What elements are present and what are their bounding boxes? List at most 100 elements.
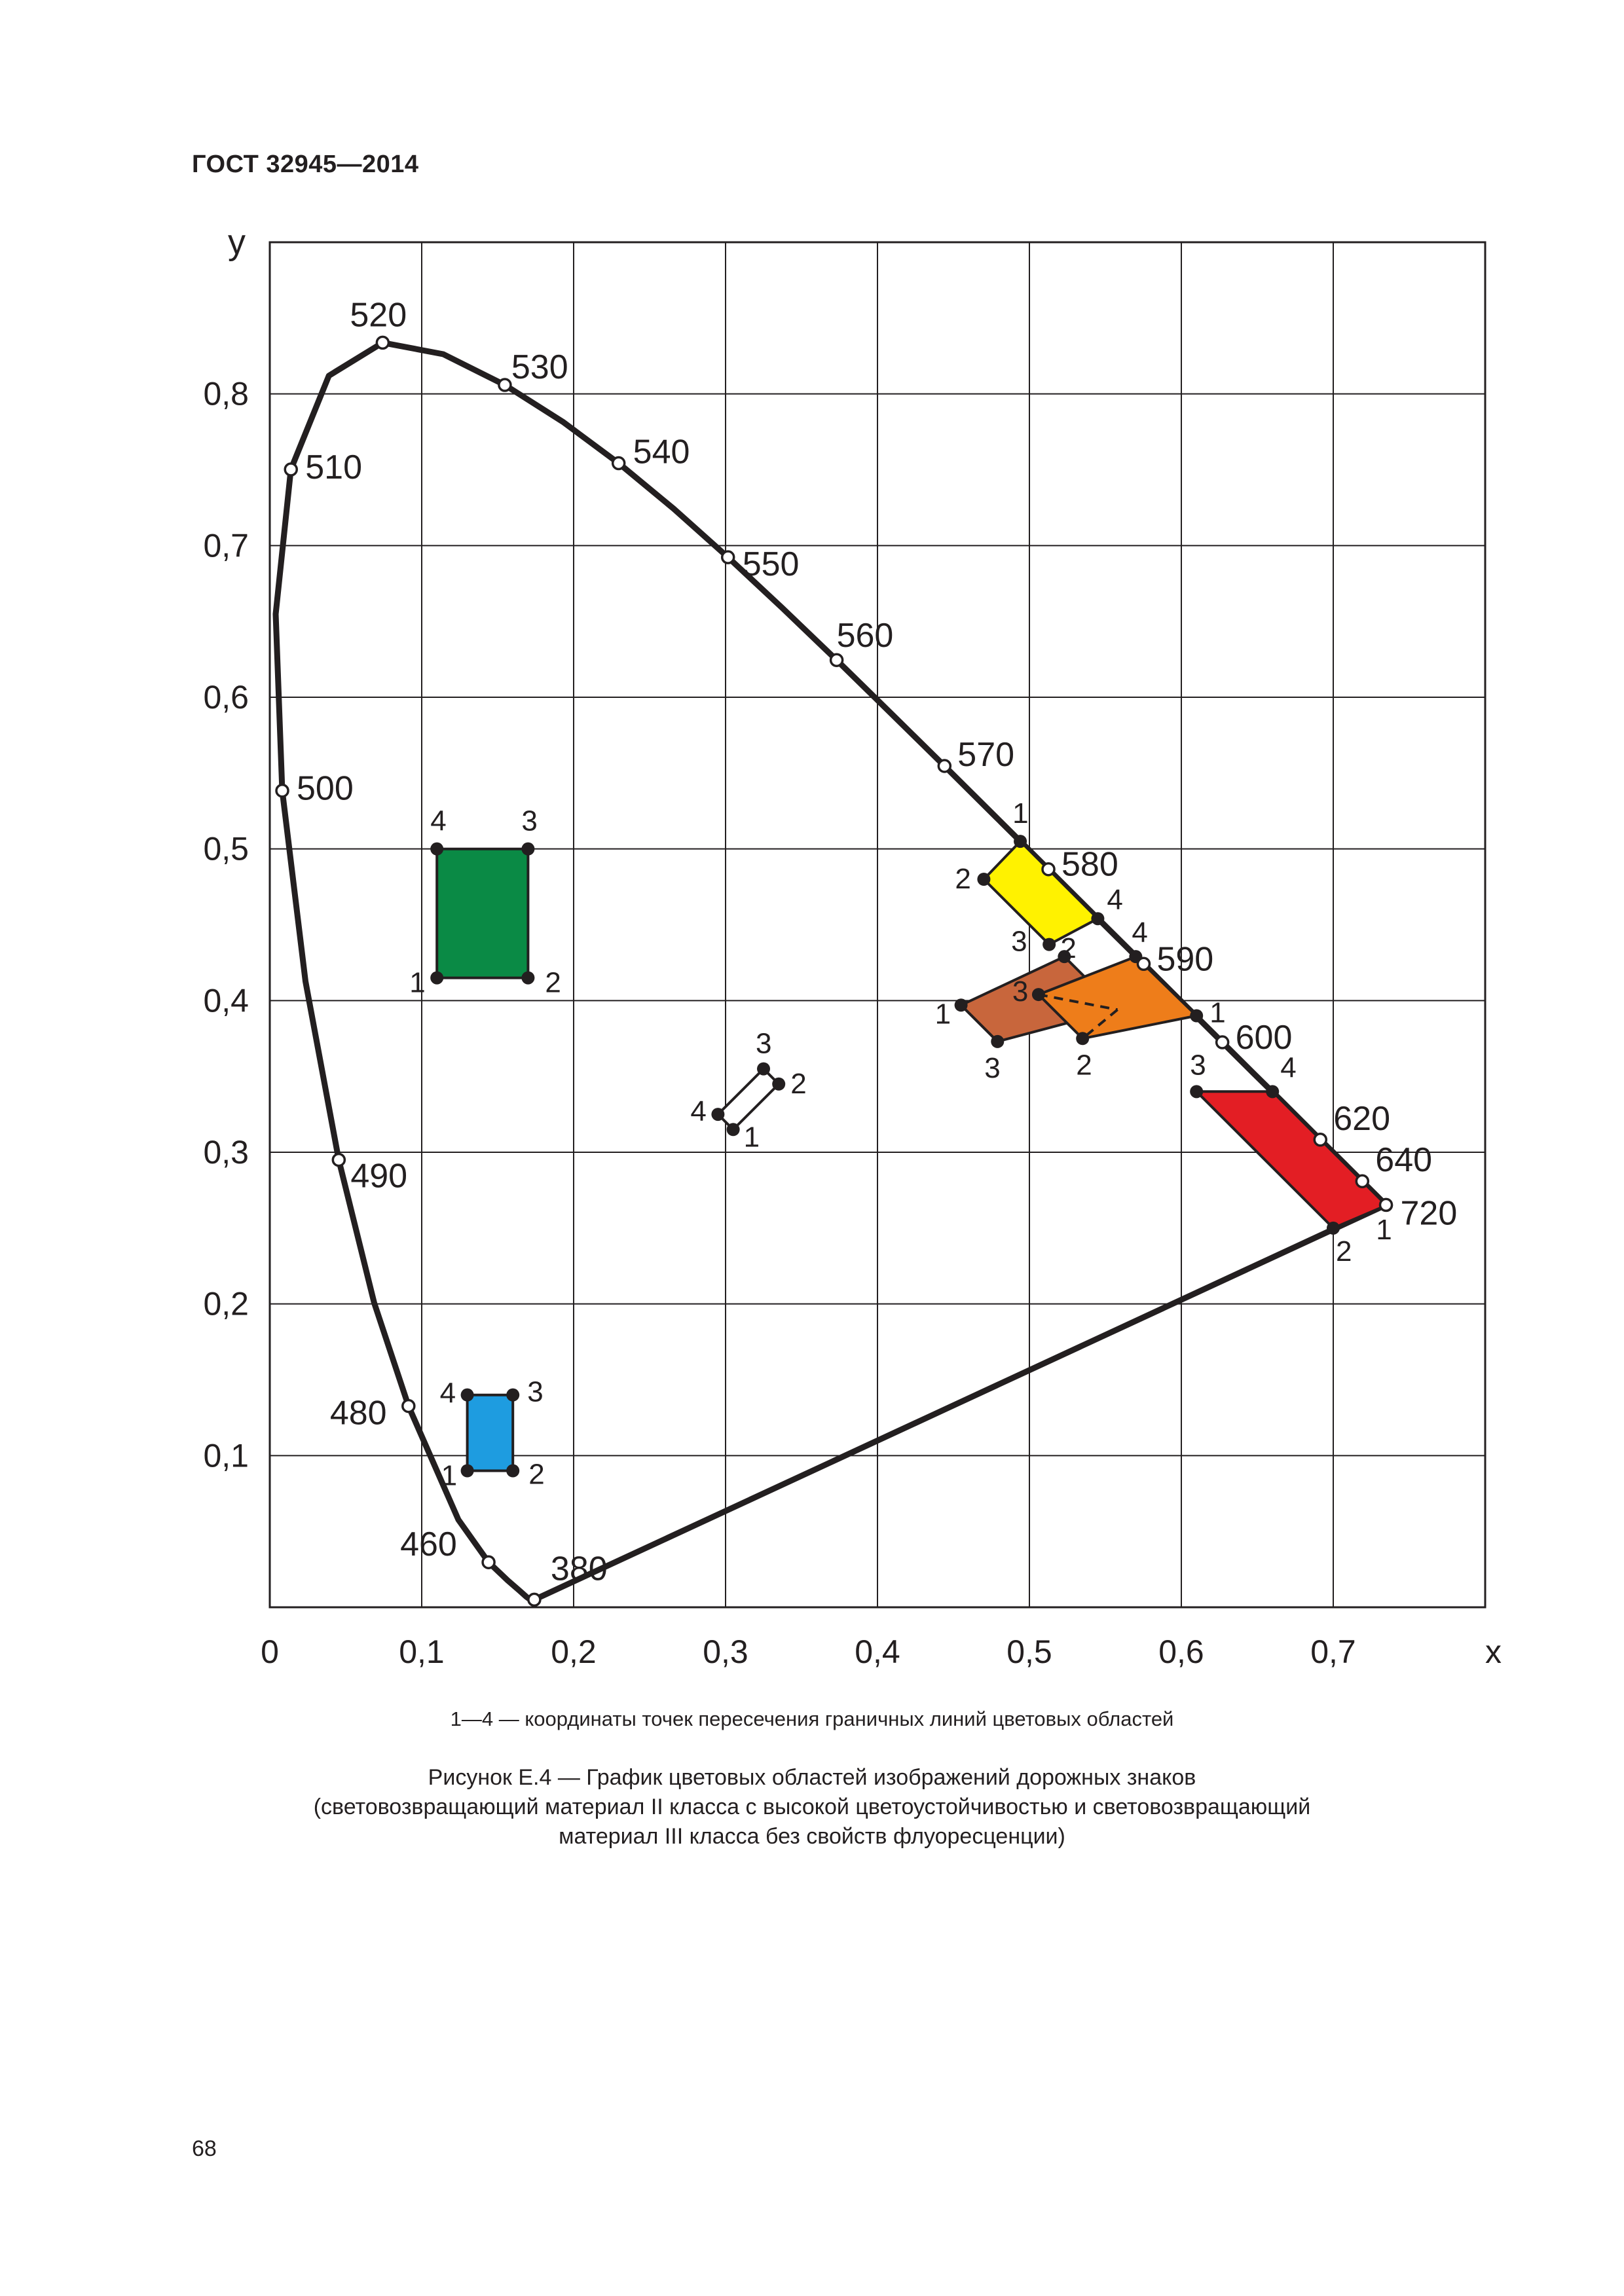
wavelength-label: 530 [511,348,568,386]
region-vertex-label: 4 [1107,884,1122,916]
wavelength-marker [498,378,512,392]
region-vertex [1014,835,1027,848]
wavelength-label: 570 [957,736,1014,774]
wavelength-marker [1378,1197,1393,1212]
caption-line-1: Рисунок Е.4 — График цветовых областей и… [428,1765,1196,1790]
region-vertex [1266,1085,1280,1099]
region-vertex [521,842,535,856]
region-vertex-label: 3 [984,1052,1000,1084]
region-vertex-label: 4 [440,1377,456,1410]
region-vertex [1190,1085,1204,1099]
x-tick-label: 0,5 [1006,1633,1052,1670]
x-tick-label: 0,2 [551,1633,597,1670]
wavelength-marker [375,335,390,350]
region-vertex-label: 2 [1076,1049,1092,1081]
wavelength-labels: 380 460 480 490 500 510 520 530 540 550 560 570 580 5… [275,296,1458,1607]
region-vertex-label: 2 [955,863,970,895]
region-vertex-label: 2 [545,967,561,999]
wavelength-label: 720 [1401,1194,1458,1232]
wavelength-marker [401,1398,416,1413]
wavelength-label: 540 [633,433,690,471]
x-tick-label: 0,1 [399,1633,445,1670]
x-axis-label: x [1485,1633,1502,1670]
wavelength-marker [1215,1035,1230,1049]
region-vertex-label: 1 [935,998,951,1030]
wavelength-label: 520 [350,296,407,334]
region-vertex [430,971,444,985]
x-tick-label: 0,3 [703,1633,748,1670]
region-vertex-label: 1 [1209,997,1225,1029]
region-vertex [521,971,535,985]
region-vertex [506,1464,520,1478]
region-polygon [435,847,530,979]
region-vertex-label: 1 [441,1460,457,1492]
axis-tick-labels: 0 0,1 0,2 0,3 0,4 0,5 0,6 0,7 0,1 0,2 0,3 0,4 0,5 0,6… [203,376,1356,1670]
wavelength-marker [937,759,952,773]
y-tick-label: 0,7 [203,527,249,564]
region-vertex [460,1464,474,1478]
wavelength-label: 490 [350,1157,407,1195]
spectral-locus [272,339,1389,1603]
wavelength-marker [527,1592,542,1607]
caption-line-3: материал III класса без свойств флуоресц… [559,1824,1065,1849]
region-vertex [1091,912,1105,926]
region-vertex-label: 1 [1376,1214,1392,1246]
wavelength-marker [284,462,298,477]
region-vertex-label: 4 [430,805,446,837]
color-regions: 1234123412341234124314321234 [409,797,1393,1492]
region-vertex [1043,938,1056,951]
wavelength-marker [1355,1174,1370,1188]
region-overlap-dashed-line [1038,993,1118,1011]
region-vertex [1058,950,1071,964]
wavelength-label: 590 [1156,940,1213,978]
wavelength-marker [611,456,626,471]
region-vertex-label: 3 [1011,926,1027,958]
page-number: 68 [192,2136,217,2161]
region-polygon [466,1393,515,1472]
wavelength-label: 550 [743,545,800,583]
wavelength-label: 380 [551,1550,608,1588]
document-header: ГОСТ 32945—2014 [192,151,419,178]
wavelength-label: 580 [1061,846,1118,884]
x-tick-label: 0,7 [1310,1633,1356,1670]
region-vertex [711,1108,725,1121]
spectral-locus-curve [272,339,1389,1603]
region-vertex-label: 4 [1280,1051,1296,1084]
y-tick-label: 0,1 [203,1437,249,1474]
region-vertex [757,1062,770,1076]
region-vertex-label: 3 [1190,1049,1206,1081]
wavelength-marker [275,783,289,798]
region-vertex [506,1388,520,1402]
region-vertex [430,842,444,856]
wavelength-label: 480 [330,1394,387,1432]
color-region: 12 3 4 [1190,1049,1393,1267]
wavelength-label: 500 [297,770,354,808]
region-vertex-label: 2 [528,1459,544,1491]
wavelength-marker [720,550,735,564]
region-vertex-label: 1 [1012,797,1028,829]
x-tick-label: 0,4 [855,1633,900,1670]
y-tick-label: 0,4 [203,982,249,1019]
wavelength-label: 560 [837,617,894,655]
wavelength-marker [481,1555,496,1569]
region-vertex-label: 2 [1336,1235,1352,1267]
y-tick-label: 0,6 [203,679,249,716]
wavelength-marker [1041,862,1056,877]
wavelength-label: 640 [1375,1141,1432,1179]
region-vertex-label: 2 [1060,932,1076,964]
region-vertex-label: 4 [690,1095,706,1127]
chart-grid [268,241,1486,1609]
y-tick-label: 0,8 [203,376,249,412]
wavelength-marker [1313,1133,1328,1147]
region-vertex [772,1077,786,1091]
region-vertex [977,873,991,886]
wavelength-marker [331,1152,346,1167]
x-tick-label: 0 [261,1633,279,1670]
region-vertex-label: 3 [521,805,537,837]
region-vertex [991,1034,1005,1048]
region-vertex [1190,1009,1204,1023]
